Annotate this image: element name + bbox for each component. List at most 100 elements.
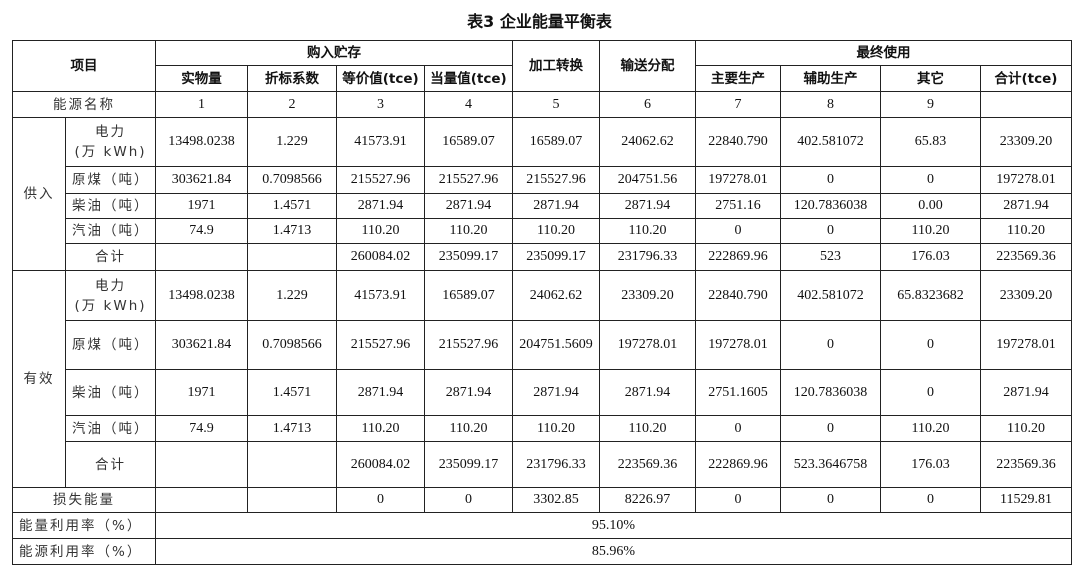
value-cell: 1.229 — [247, 270, 337, 321]
value-cell: 0 — [880, 166, 981, 194]
value-cell: 110.20 — [880, 415, 981, 442]
value-cell: 41573.91 — [336, 270, 425, 321]
column-number: 6 — [599, 91, 696, 118]
value-cell: 197278.01 — [599, 320, 696, 370]
value-cell: 22840.790 — [695, 117, 781, 167]
header-final-use: 最终使用 — [695, 40, 1072, 66]
header-main-production: 主要生产 — [695, 65, 781, 92]
value-cell: 2871.94 — [424, 369, 513, 416]
value-cell: 1971 — [155, 369, 248, 416]
header-other: 其它 — [880, 65, 981, 92]
table-row: 汽油（吨） 74.9 1.4713 110.20 110.20 110.20 110.20 0… — [13, 415, 1072, 442]
value-cell: 231796.33 — [512, 441, 600, 488]
value-cell — [155, 487, 248, 513]
table-row: 原煤（吨） 303621.84 0.7098566 215527.96 215527.9… — [13, 166, 1072, 194]
value-cell: 197278.01 — [980, 166, 1072, 194]
value-cell: 110.20 — [980, 415, 1072, 442]
value-cell: 23309.20 — [980, 117, 1072, 167]
value-cell: 402.581072 — [780, 117, 881, 167]
loss-label: 损失能量 — [12, 487, 156, 513]
column-number: 4 — [424, 91, 513, 118]
value-cell: 0 — [695, 218, 781, 244]
table-row: 合计 260084.02 235099.17 235099.17 231796.33 22… — [13, 243, 1072, 271]
energy-name: 原煤（吨） — [65, 320, 156, 370]
energy-name: 电力 (万 kWh) — [65, 117, 156, 167]
value-cell: 204751.5609 — [512, 320, 600, 370]
value-cell: 8226.97 — [599, 487, 696, 513]
value-cell: 110.20 — [512, 415, 600, 442]
value-cell: 110.20 — [599, 218, 696, 244]
value-cell: 215527.96 — [424, 166, 513, 194]
value-cell: 0 — [880, 320, 981, 370]
energy-name-label: 能源名称 — [12, 91, 156, 118]
value-cell — [155, 441, 248, 488]
energy-name: 汽油（吨） — [65, 415, 156, 442]
value-cell: 223569.36 — [599, 441, 696, 488]
value-cell: 24062.62 — [599, 117, 696, 167]
table-row: 原煤（吨） 303621.84 0.7098566 215527.96 215527.9… — [13, 320, 1072, 370]
value-cell: 222869.96 — [695, 441, 781, 488]
value-cell: 2751.16 — [695, 193, 781, 219]
value-cell: 110.20 — [980, 218, 1072, 244]
header-purchase: 购入贮存 — [155, 40, 513, 66]
loss-row: 损失能量 0 0 3302.85 8226.97 0 0 0 11529.81 — [12, 487, 1072, 513]
value-cell: 523 — [780, 243, 881, 271]
value-cell: 110.20 — [336, 218, 425, 244]
value-cell: 24062.62 — [512, 270, 600, 321]
group-label: 有效 — [12, 270, 66, 488]
value-cell: 23309.20 — [599, 270, 696, 321]
table-row: 柴油（吨） 1971 1.4571 2871.94 2871.94 2871.94 2871… — [13, 193, 1072, 219]
value-cell: 13498.0238 — [155, 270, 248, 321]
header-total: 合计(tce) — [980, 65, 1072, 92]
rate-label: 能量利用率（%） — [12, 512, 156, 539]
value-cell: 223569.36 — [980, 243, 1072, 271]
value-cell: 2871.94 — [599, 193, 696, 219]
value-cell: 23309.20 — [980, 270, 1072, 321]
energy-name: 合计 — [65, 441, 156, 488]
table-row: 合计 260084.02 235099.17 231796.33 223569.36 22… — [13, 441, 1072, 488]
value-cell: 1.4713 — [247, 415, 337, 442]
value-cell: 260084.02 — [336, 243, 425, 271]
value-cell: 0 — [880, 369, 981, 416]
table-row: 柴油（吨） 1971 1.4571 2871.94 2871.94 2871.94 2871… — [13, 369, 1072, 416]
value-cell: 215527.96 — [424, 320, 513, 370]
value-cell: 110.20 — [512, 218, 600, 244]
value-cell: 235099.17 — [512, 243, 600, 271]
value-cell: 22840.790 — [695, 270, 781, 321]
column-number — [980, 91, 1072, 118]
energy-name: 柴油（吨） — [65, 193, 156, 219]
table-row: 有效 电力 (万 kWh) 13498.0238 1.229 41573.91 16589… — [12, 270, 1072, 488]
header-equivalent: 等价值(tce) — [336, 65, 425, 92]
value-cell: 16589.07 — [424, 117, 513, 167]
value-cell: 235099.17 — [424, 441, 513, 488]
value-cell: 222869.96 — [695, 243, 781, 271]
value-cell: 176.03 — [880, 441, 981, 488]
rate-value: 95.10% — [155, 512, 1072, 539]
column-number: 3 — [336, 91, 425, 118]
value-cell: 303621.84 — [155, 320, 248, 370]
group-label: 供入 — [12, 117, 66, 271]
value-cell: 74.9 — [155, 218, 248, 244]
value-cell: 16589.07 — [424, 270, 513, 321]
value-cell: 1.4571 — [247, 369, 337, 416]
source-utilization-row: 能源利用率（%） 85.96% — [12, 538, 1072, 565]
value-cell: 0 — [336, 487, 425, 513]
value-cell: 0 — [780, 166, 881, 194]
energy-balance-table: 项目 购入贮存 加工转换 输送分配 最终使用 实物量 折标系数 等价值(tce)… — [12, 40, 1072, 565]
value-cell: 215527.96 — [336, 320, 425, 370]
rate-value: 85.96% — [155, 538, 1072, 565]
column-number: 2 — [247, 91, 337, 118]
energy-name: 原煤（吨） — [65, 166, 156, 194]
value-cell: 2871.94 — [424, 193, 513, 219]
value-cell: 1971 — [155, 193, 248, 219]
value-cell: 215527.96 — [512, 166, 600, 194]
value-cell: 41573.91 — [336, 117, 425, 167]
value-cell — [247, 487, 337, 513]
value-cell: 13498.0238 — [155, 117, 248, 167]
value-cell: 0 — [424, 487, 513, 513]
header-coefficient: 折标系数 — [247, 65, 337, 92]
value-cell: 176.03 — [880, 243, 981, 271]
value-cell — [247, 243, 337, 271]
value-cell: 0.7098566 — [247, 320, 337, 370]
value-cell: 0 — [695, 487, 781, 513]
